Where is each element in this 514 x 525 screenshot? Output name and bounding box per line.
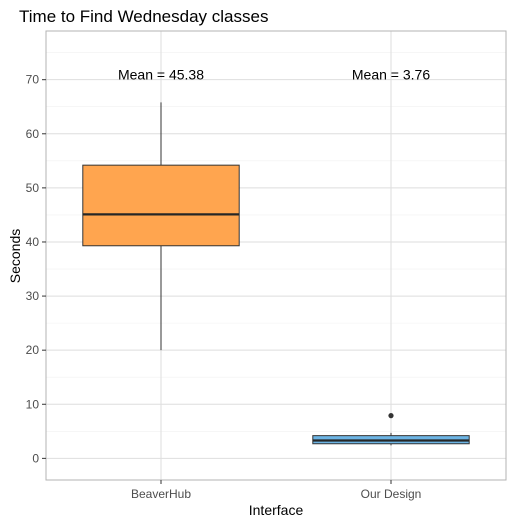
x-tick-label: BeaverHub bbox=[131, 487, 191, 501]
y-tick-label: 60 bbox=[26, 127, 40, 141]
y-tick-label: 40 bbox=[26, 235, 40, 249]
y-tick-label: 70 bbox=[26, 73, 40, 87]
y-tick-label: 0 bbox=[32, 451, 39, 465]
box-our-design bbox=[312, 413, 470, 446]
y-tick-label: 50 bbox=[26, 181, 40, 195]
y-axis-ticks: 0 10 20 30 40 50 60 70 bbox=[26, 73, 46, 465]
x-tick-label: Our Design bbox=[361, 487, 422, 501]
box-iqr bbox=[82, 164, 240, 247]
y-axis-title: Seconds bbox=[7, 229, 23, 283]
y-tick-label: 20 bbox=[26, 343, 40, 357]
box-beaverhub bbox=[82, 102, 240, 351]
outlier-point bbox=[388, 413, 394, 419]
y-tick-label: 10 bbox=[26, 397, 40, 411]
boxes bbox=[82, 102, 470, 446]
x-axis-ticks: BeaverHub Our Design bbox=[131, 480, 421, 501]
grid bbox=[46, 31, 506, 480]
annotations: Mean = 45.38 Mean = 3.76 bbox=[118, 66, 430, 82]
y-tick-label: 30 bbox=[26, 289, 40, 303]
plot-panel-border bbox=[45, 30, 507, 481]
mean-annotation: Mean = 3.76 bbox=[352, 66, 430, 82]
mean-annotation: Mean = 45.38 bbox=[118, 66, 204, 82]
chart-title: Time to Find Wednesday classes bbox=[19, 7, 268, 26]
x-axis-title: Interface bbox=[249, 502, 304, 518]
